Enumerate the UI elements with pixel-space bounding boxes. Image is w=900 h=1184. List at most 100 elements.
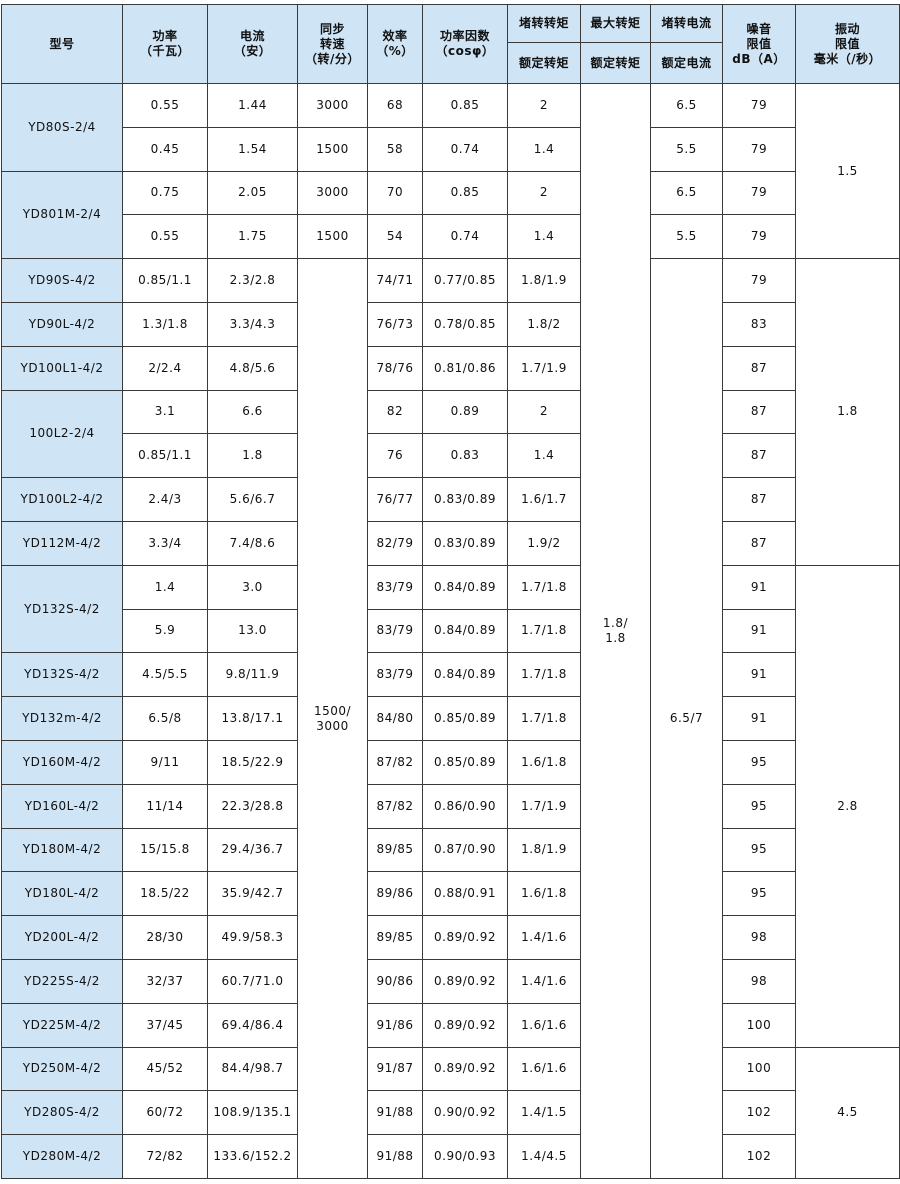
- data-cell: 1.8/2: [507, 301, 581, 347]
- data-cell: 3000: [297, 83, 368, 128]
- data-cell: 102: [722, 1090, 796, 1136]
- cell-text: 108.9/135.1: [213, 1105, 292, 1120]
- cell-text: 0.89/0.92: [434, 1017, 496, 1032]
- header-cell: 同步 转速 （转/分）: [297, 4, 368, 84]
- cell-text: 0.90/0.93: [434, 1149, 496, 1164]
- table-row: YD132m-4/2 6.5/8 13.8/17.1 84/80 0.85/0.89 1.…: [1, 696, 900, 741]
- cell-text: 91: [750, 667, 768, 682]
- cell-text: 100L2-2/4: [29, 426, 95, 441]
- cell-text: 133.6/152.2: [213, 1149, 292, 1164]
- cell-text: 45/52: [146, 1061, 184, 1076]
- data-cell: 2.05: [207, 170, 298, 216]
- data-cell: 49.9/58.3: [207, 915, 298, 960]
- data-cell: 0.85/0.89: [422, 696, 508, 741]
- cell-text: 95: [750, 798, 768, 813]
- data-cell: 82: [367, 389, 423, 435]
- data-cell: 0.84/0.89: [422, 608, 508, 654]
- data-cell: 9.8/11.9: [207, 652, 298, 698]
- data-cell: 2: [507, 83, 581, 128]
- data-cell: 0.77/0.85: [422, 258, 508, 303]
- data-cell: 0.89: [422, 389, 508, 435]
- cell-text: 1.4/1.6: [521, 973, 567, 988]
- cell-text: 0.77/0.85: [434, 273, 496, 288]
- cell-text: 82/79: [376, 535, 414, 550]
- data-cell: 84/80: [367, 696, 423, 741]
- cell-text: YD801M-2/4: [22, 207, 102, 222]
- cell-text: 1.5: [837, 163, 858, 178]
- data-cell: 87/82: [367, 783, 423, 829]
- cell-text: 1.54: [238, 141, 267, 156]
- data-cell: 2/2.4: [122, 345, 208, 391]
- cell-text: 87: [750, 360, 768, 375]
- data-cell: 87: [722, 389, 796, 435]
- cell-text: 振动: [834, 21, 860, 36]
- table-row: YD100L2-4/2 2.4/3 5.6/6.7 76/77 0.83/0.89 1.6…: [1, 477, 900, 522]
- cell-text: 1.4/4.5: [521, 1149, 567, 1164]
- cell-text: YD80S-2/4: [28, 119, 96, 134]
- data-cell: 0.74: [422, 126, 508, 172]
- data-cell: 1.4/4.5: [507, 1134, 581, 1179]
- data-cell: 1.5: [795, 82, 900, 260]
- cell-text: 1500: [316, 141, 349, 156]
- data-cell: 70: [367, 170, 423, 216]
- data-cell: 133.6/152.2: [207, 1134, 298, 1179]
- header-cell: 型号: [1, 4, 123, 84]
- data-cell: 45/52: [122, 1046, 208, 1092]
- cell-text: 0.83/0.89: [434, 535, 496, 550]
- cell-text: 0.45: [150, 141, 180, 156]
- cell-text: 0.88/0.91: [434, 886, 496, 901]
- data-cell: 90/86: [367, 958, 423, 1004]
- table-row: YD180M-4/2 15/15.8 29.4/36.7 89/85 0.87/0.90…: [1, 827, 900, 873]
- cell-text: 0.75: [150, 185, 180, 200]
- data-cell: 1.8/1.9: [507, 258, 581, 303]
- data-cell: 91/87: [367, 1046, 423, 1092]
- cell-text: 91/87: [376, 1061, 414, 1076]
- cell-text: 60.7/71.0: [221, 973, 284, 988]
- data-cell: 1.4/1.6: [507, 915, 581, 960]
- cell-text: 18.5/22: [140, 886, 190, 901]
- data-cell: 79: [722, 126, 796, 172]
- data-cell: 1.4/1.5: [507, 1090, 581, 1136]
- table-row: YD112M-4/2 3.3/4 7.4/8.6 82/79 0.83/0.89 1.9/…: [1, 520, 900, 566]
- cell-text: 95: [750, 886, 768, 901]
- cell-text: 82: [386, 404, 404, 419]
- table-row: YD280M-4/2 72/82 133.6/152.2 91/88 0.90/0.93…: [1, 1134, 900, 1179]
- data-cell: 91/88: [367, 1090, 423, 1136]
- cell-text: 5.9: [154, 623, 176, 638]
- data-cell: 83/79: [367, 564, 423, 610]
- cell-text: 0.90/0.92: [434, 1105, 496, 1120]
- cell-text: YD160M-4/2: [22, 754, 102, 769]
- table-row: 0.55 1.75 1500 54 0.74 1.4 5.5 79: [2, 214, 900, 260]
- cell-text: 84/80: [376, 711, 414, 726]
- data-cell: 0.83/0.89: [422, 520, 508, 566]
- cell-text: 0.78/0.85: [434, 316, 496, 331]
- data-cell: 1.7/1.8: [507, 652, 581, 698]
- cell-text: 76: [386, 448, 404, 463]
- cell-text: 2: [539, 97, 549, 112]
- cell-text: 3000: [316, 718, 349, 733]
- data-cell: 95: [722, 827, 796, 873]
- data-cell: 0.55: [122, 83, 208, 128]
- header-cell: 堵转转矩: [507, 4, 581, 43]
- header-cell: 效率 （%）: [367, 4, 423, 84]
- page: {"table":{ "header":{ "model":["型号"], "p…: [0, 4, 900, 1184]
- cell-text: 1.4: [154, 579, 176, 594]
- table-row: 0.85/1.1 1.8 76 0.83 1.4 87: [2, 433, 900, 479]
- table-row: YD180L-4/2 18.5/22 35.9/42.7 89/86 0.88/0.91…: [1, 871, 900, 917]
- spec-table: 型号 功率 （千瓦） 电流 （安） 同步 转速 （转/分） 效率 （%） 功率因数 （cosφ） 堵转转…: [1, 4, 900, 1179]
- data-cell: 4.5/5.5: [122, 652, 208, 698]
- cell-text: 91: [750, 711, 768, 726]
- cell-text: dB（A）: [732, 51, 786, 66]
- cell-text: 1.6/1.8: [521, 754, 567, 769]
- data-cell: 1.4: [507, 433, 581, 479]
- header-cell: 功率 （千瓦）: [122, 4, 208, 84]
- data-cell: 84.4/98.7: [207, 1046, 298, 1092]
- cell-text: 69.4/86.4: [221, 1017, 284, 1032]
- cell-text: YD112M-4/2: [22, 535, 102, 550]
- cell-text: 4.5: [837, 1105, 858, 1120]
- model-cell: YD280M-4/2: [1, 1134, 123, 1179]
- table-row: 100L2-2/4 3.1 6.6 82 0.89 2 87: [1, 389, 900, 479]
- cell-text: 额定转矩: [518, 55, 569, 70]
- data-cell: 76: [367, 433, 423, 479]
- cell-text: YD280S-4/2: [24, 1105, 100, 1120]
